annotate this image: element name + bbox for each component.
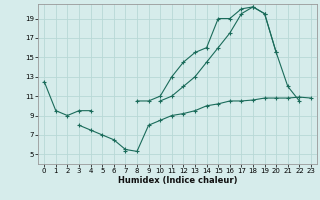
X-axis label: Humidex (Indice chaleur): Humidex (Indice chaleur) — [118, 176, 237, 185]
